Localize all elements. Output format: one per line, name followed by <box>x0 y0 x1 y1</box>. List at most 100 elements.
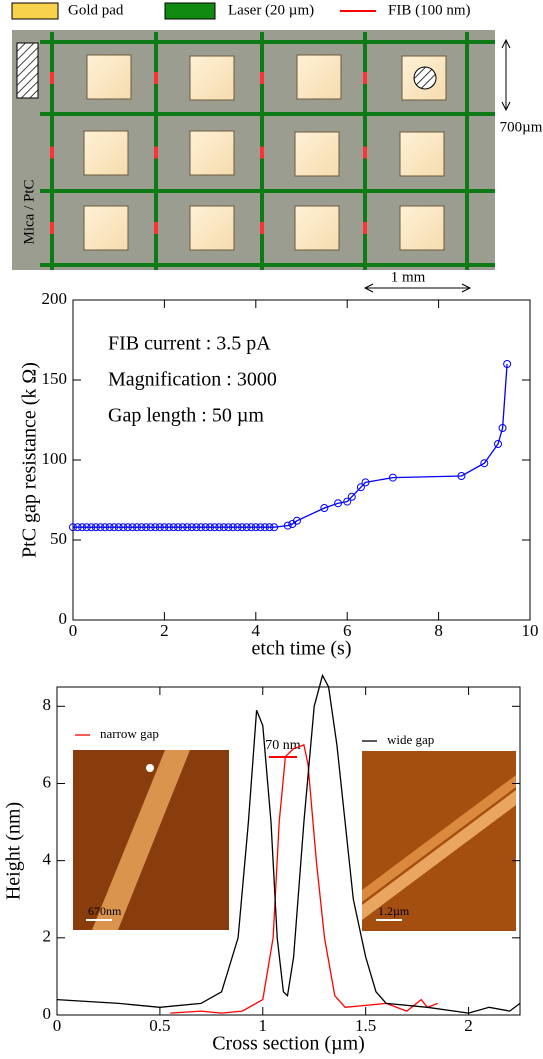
x-axis-label: etch time (s) <box>252 638 352 660</box>
annotation: Gap length : 50 µm <box>108 405 264 427</box>
y-tick-label: 100 <box>42 449 68 468</box>
data-marker <box>265 523 274 532</box>
y-tick-label: 50 <box>50 529 67 548</box>
gold-pad <box>296 54 342 100</box>
x-tick-label: 2 <box>464 1016 473 1035</box>
afm-stripe <box>362 775 516 902</box>
legend-swatch <box>11 2 59 20</box>
data-line <box>170 744 438 1014</box>
x-tick-label: 0 <box>53 1016 62 1035</box>
data-marker <box>146 523 155 532</box>
data-marker <box>155 523 164 532</box>
afm-stripe <box>92 750 190 930</box>
annotation: Magnification : 3000 <box>108 369 277 391</box>
data-marker <box>347 492 356 501</box>
data-marker <box>356 483 365 492</box>
data-marker <box>233 523 242 532</box>
scale-label: 670nm <box>88 904 122 918</box>
data-marker <box>215 523 224 532</box>
width-label: 1 mm <box>391 269 426 285</box>
legend-label: FIB (100 nm) <box>388 2 471 18</box>
data-marker <box>110 523 119 532</box>
data-marker <box>206 523 215 532</box>
data-marker <box>256 523 265 532</box>
data-marker <box>187 523 196 532</box>
afm-particle <box>146 764 154 772</box>
data-marker <box>164 523 173 532</box>
gold-pad <box>86 54 132 100</box>
x-tick-label: 1.5 <box>355 1016 376 1035</box>
data-marker <box>270 523 279 532</box>
data-marker <box>114 523 123 532</box>
scale-label: 1.2µm <box>378 904 410 918</box>
data-marker <box>169 523 178 532</box>
data-marker <box>334 499 343 508</box>
plot-frame <box>56 686 521 1016</box>
gold-pad <box>399 205 445 251</box>
data-marker <box>69 523 77 532</box>
data-marker <box>494 440 503 448</box>
annotation: FIB current : 3.5 pA <box>108 333 271 355</box>
data-marker <box>151 523 160 532</box>
data-marker <box>210 523 219 532</box>
height-label: 700µm <box>500 119 543 135</box>
data-marker <box>238 523 247 532</box>
data-marker <box>228 523 237 532</box>
gold-pad <box>294 131 340 177</box>
y-tick-label: 0 <box>43 1004 52 1023</box>
data-marker <box>123 523 132 532</box>
y-tick-label: 2 <box>43 927 52 946</box>
hatched-dot <box>413 66 437 90</box>
data-marker <box>260 523 269 532</box>
x-tick-label: 2 <box>160 621 169 640</box>
y-tick-label: 200 <box>42 289 68 308</box>
gold-pad <box>189 205 235 251</box>
gold-pad <box>189 55 235 101</box>
annotation: 70 nm <box>265 738 301 753</box>
x-tick-label: 1 <box>259 1016 268 1035</box>
data-marker <box>292 516 301 525</box>
data-marker <box>242 523 251 532</box>
data-marker <box>219 523 228 532</box>
data-marker <box>320 504 329 512</box>
data-marker <box>174 523 183 532</box>
data-marker <box>119 523 128 532</box>
data-marker <box>201 523 210 532</box>
data-marker <box>192 523 201 532</box>
data-marker <box>283 521 292 530</box>
data-marker <box>137 523 146 532</box>
data-marker <box>105 523 114 532</box>
gold-pad <box>399 131 445 177</box>
data-marker <box>343 497 352 506</box>
data-marker <box>224 523 233 532</box>
data-marker <box>91 523 100 532</box>
legend-label: Laser (20 µm) <box>228 2 314 18</box>
data-marker <box>78 523 87 532</box>
x-tick-label: 0 <box>69 621 78 640</box>
data-marker <box>388 473 397 482</box>
gold-pad <box>189 130 235 176</box>
data-marker <box>457 472 466 480</box>
data-marker <box>183 523 192 532</box>
data-marker <box>480 459 489 468</box>
data-marker <box>82 523 91 532</box>
x-tick-label: 8 <box>434 621 443 640</box>
data-marker <box>73 523 82 532</box>
gold-pad <box>83 205 129 251</box>
x-tick-label: 6 <box>343 621 352 640</box>
data-marker <box>100 523 109 532</box>
y-tick-label: 4 <box>43 850 52 869</box>
gold-pad <box>294 205 340 251</box>
gold-pad <box>83 130 129 176</box>
y-axis-label: Height (nm) <box>3 802 25 900</box>
legend-label: wide gap <box>387 732 434 747</box>
laser-grid <box>40 32 495 270</box>
hatched-area <box>16 42 39 99</box>
afm-stripe <box>362 790 516 920</box>
micrograph-panel: Gold pad Laser (20 µm) FIB (100 nm) Mica… <box>11 2 543 293</box>
data-marker <box>132 523 141 532</box>
data-line <box>56 673 521 1014</box>
